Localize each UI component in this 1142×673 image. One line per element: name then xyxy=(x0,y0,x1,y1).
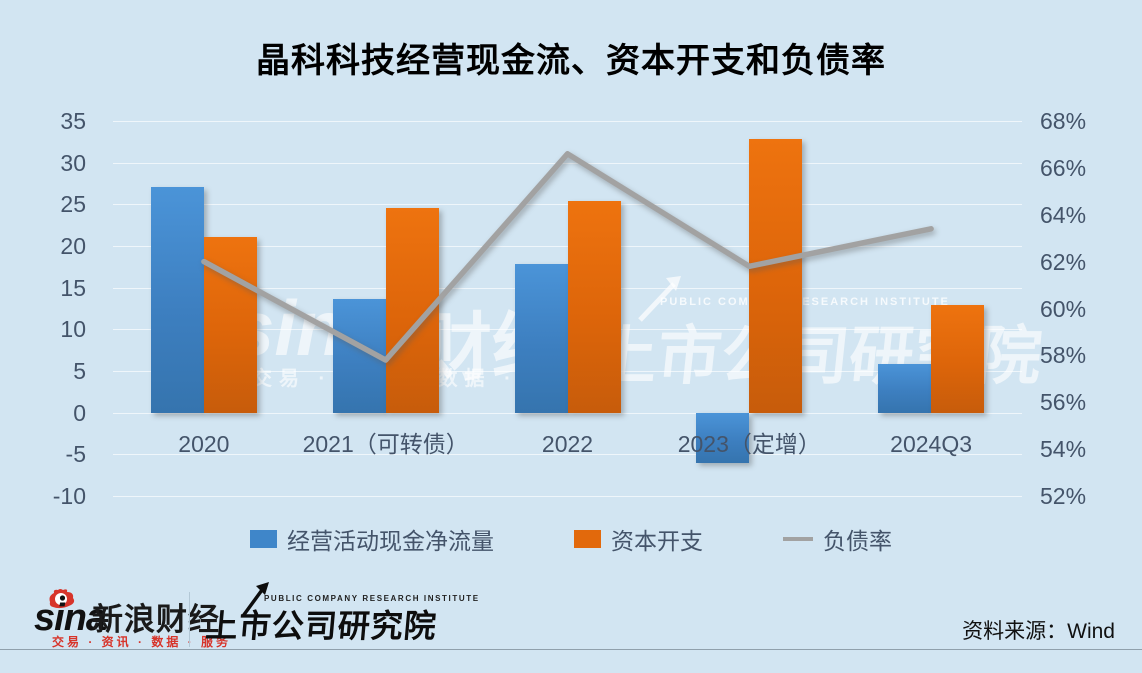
bar-operating-cashflow xyxy=(332,299,386,413)
left-axis-tick: 25 xyxy=(60,191,86,218)
legend-label: 负债率 xyxy=(823,528,892,554)
legend-item: 资本开支 xyxy=(574,522,703,556)
left-axis-tick: 15 xyxy=(60,274,86,301)
left-axis-tick: 5 xyxy=(73,358,86,384)
left-axis-tick: 0 xyxy=(73,399,86,426)
footer-rule xyxy=(0,649,1142,650)
left-axis-tick: -10 xyxy=(52,483,86,509)
gridline xyxy=(113,162,1022,164)
left-axis-tick: 20 xyxy=(60,233,86,259)
category-label: 2021（可转债） xyxy=(302,431,469,457)
bar-operating-cashflow xyxy=(150,186,204,413)
bar-operating-cashflow xyxy=(696,412,750,463)
right-axis-tick: 60% xyxy=(1040,295,1087,322)
bar-capex xyxy=(567,201,621,413)
category-label: 2024Q3 xyxy=(890,431,973,457)
gridline xyxy=(113,412,1022,414)
right-axis-tick: 56% xyxy=(1040,389,1087,416)
bar-capex xyxy=(385,207,439,413)
legend-label: 资本开支 xyxy=(611,528,703,554)
legend-item: 负债率 xyxy=(783,522,892,556)
footer-divider xyxy=(189,592,190,647)
legend-label: 经营活动现金净流量 xyxy=(287,528,494,554)
sina-finance-brand: 新浪财经 xyxy=(92,602,220,637)
legend-color-swatch xyxy=(250,530,277,548)
chart-title: 晶科科技经营现金流、资本开支和负债率 xyxy=(256,42,886,80)
legend-item: 经营活动现金净流量 xyxy=(250,522,494,556)
left-axis-tick: 30 xyxy=(60,149,86,176)
bar-operating-cashflow xyxy=(514,263,568,413)
sina-tagline: 交易 · 资讯 · 数据 · 服务 xyxy=(52,635,231,649)
legend-color-swatch xyxy=(574,530,601,548)
right-axis-tick: 62% xyxy=(1040,248,1087,275)
category-label: 2020 xyxy=(178,431,230,457)
right-axis-tick: 58% xyxy=(1040,342,1087,369)
category-label: 2023（定增） xyxy=(677,431,821,457)
institute-subtitle: PUBLIC COMPANY RESEARCH INSTITUTE xyxy=(264,594,480,603)
right-axis-tick: 68% xyxy=(1040,108,1087,134)
sina-eye-icon xyxy=(49,589,75,609)
gridline xyxy=(113,121,1022,122)
sina-logo-text: sina xyxy=(34,597,107,639)
right-axis-tick: 64% xyxy=(1040,201,1087,228)
bar-capex xyxy=(931,305,985,413)
bar-capex xyxy=(203,236,257,413)
watermark-arrow-icon xyxy=(638,276,681,322)
bar-capex xyxy=(749,138,803,413)
category-label: 2022 xyxy=(541,431,594,457)
gridline xyxy=(113,454,1022,456)
left-axis-tick: 10 xyxy=(60,316,86,343)
right-axis-tick: 52% xyxy=(1040,483,1087,509)
right-axis-tick: 66% xyxy=(1040,154,1087,181)
gridline xyxy=(113,496,1022,497)
left-axis-tick: 35 xyxy=(60,108,86,134)
right-axis-tick: 54% xyxy=(1040,436,1087,463)
legend-line-swatch xyxy=(783,537,813,541)
left-axis-tick: -5 xyxy=(65,441,86,468)
institute-arrow-icon xyxy=(241,582,269,618)
data-source-label: 资料来源：Wind xyxy=(962,620,1115,643)
bar-operating-cashflow xyxy=(878,363,932,413)
chart-legend: 经营活动现金净流量 资本开支 负债率 xyxy=(0,522,1142,556)
